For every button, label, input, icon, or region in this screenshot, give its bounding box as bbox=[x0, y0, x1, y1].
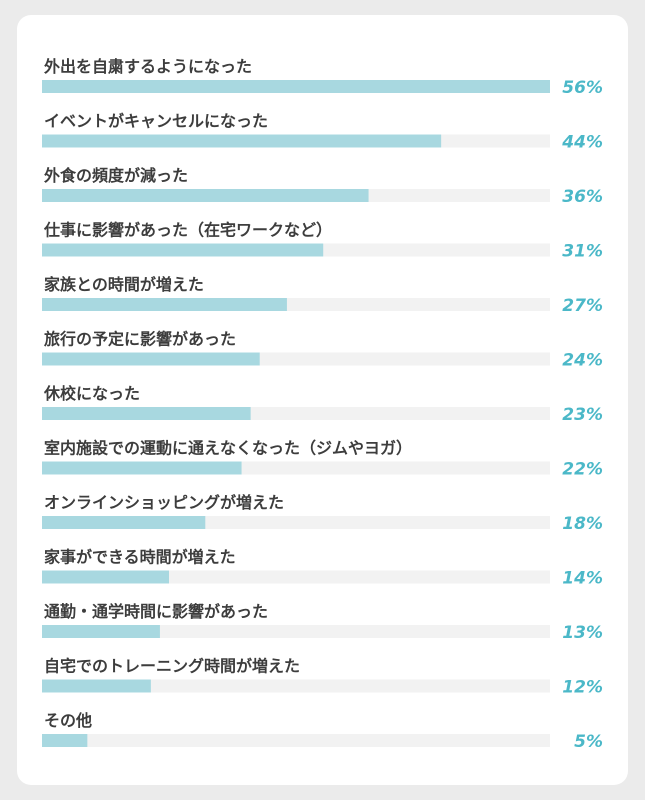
value-label: 36% bbox=[562, 187, 603, 207]
value-label: 44% bbox=[561, 133, 603, 153]
bar bbox=[42, 80, 550, 93]
value-label: 5% bbox=[574, 732, 603, 752]
category-label: 自宅でのトレーニング時間が増えた bbox=[44, 657, 300, 676]
bar-track bbox=[42, 625, 550, 638]
value-label: 18% bbox=[562, 514, 603, 534]
category-label: 外出を自粛するようになった bbox=[43, 57, 252, 76]
category-label: イベントがキャンセルになった bbox=[44, 112, 268, 131]
bar bbox=[42, 352, 260, 366]
value-label: 56% bbox=[562, 78, 603, 98]
value-label: 12% bbox=[562, 678, 603, 698]
category-label: 旅行の予定に影響があった bbox=[44, 330, 236, 349]
value-label: 14% bbox=[562, 569, 603, 589]
bar bbox=[42, 243, 324, 257]
category-label: 休校になった bbox=[43, 384, 140, 403]
bar bbox=[42, 298, 287, 311]
category-label: その他 bbox=[44, 711, 92, 730]
bar bbox=[42, 625, 160, 638]
bar-track bbox=[42, 679, 550, 693]
category-label: 家族との時間が増えた bbox=[44, 275, 204, 294]
bar bbox=[42, 189, 369, 202]
value-label: 24% bbox=[562, 351, 603, 371]
bar bbox=[42, 407, 251, 420]
category-label: オンラインショッピングが増えた bbox=[44, 493, 284, 512]
bar bbox=[42, 679, 151, 693]
value-label: 27% bbox=[562, 296, 603, 316]
bar bbox=[42, 134, 442, 148]
bar bbox=[42, 570, 169, 584]
bar bbox=[42, 461, 242, 475]
value-label: 31% bbox=[562, 242, 603, 262]
value-label: 23% bbox=[562, 405, 603, 425]
category-label: 外食の頻度が減った bbox=[43, 166, 188, 185]
value-label: 22% bbox=[562, 460, 603, 480]
category-label: 室内施設での運動に通えなくなった（ジムやヨガ） bbox=[44, 439, 412, 458]
bar-track bbox=[42, 734, 550, 747]
bar bbox=[42, 516, 206, 529]
category-label: 仕事に影響があった（在宅ワークなど） bbox=[43, 221, 332, 240]
bar bbox=[42, 734, 88, 747]
value-label: 13% bbox=[562, 623, 603, 643]
category-label: 通勤・通学時間に影響があった bbox=[44, 602, 268, 621]
category-label: 家事ができる時間が増えた bbox=[44, 548, 236, 567]
